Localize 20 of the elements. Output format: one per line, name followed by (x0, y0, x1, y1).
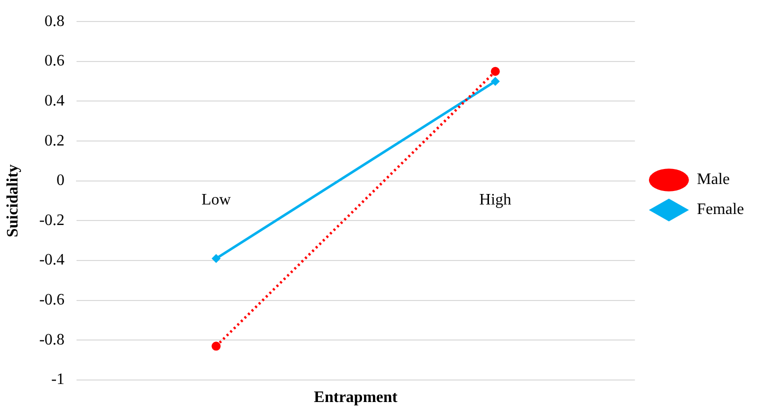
legend-label: Female (696, 201, 744, 218)
y-tick-label: 0.4 (44, 92, 65, 110)
x-axis-title: Entrapment (314, 389, 398, 406)
y-tick-label: -0.6 (39, 292, 65, 309)
x-tick-label: High (479, 192, 512, 209)
y-tick-label: -0.8 (39, 331, 65, 348)
y-tick-label: 0.6 (44, 52, 65, 70)
y-tick-label: 0.2 (44, 132, 65, 150)
point (212, 254, 221, 264)
y-tick-label: 0 (56, 172, 65, 190)
point (490, 76, 500, 86)
point (212, 342, 221, 351)
y-tick-label: -0.4 (39, 252, 65, 269)
legend-label: Male (696, 171, 730, 188)
point (490, 66, 500, 76)
y-tick-label: -0.2 (39, 212, 65, 229)
y-tick-label: 0.8 (44, 12, 65, 30)
y-tick-label: -1 (51, 371, 65, 388)
y-axis-title: Suicidality (4, 164, 22, 238)
x-tick-label: Low (201, 192, 232, 209)
